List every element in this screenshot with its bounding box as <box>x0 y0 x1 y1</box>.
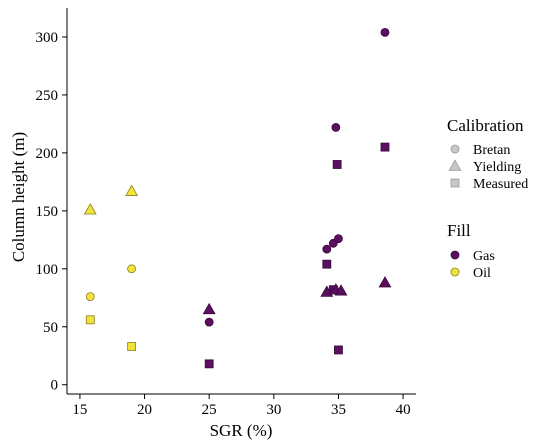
data-point-square <box>85 315 95 325</box>
x-tick-label: 30 <box>266 402 281 418</box>
data-point-triangle <box>320 285 334 297</box>
y-tick-label: 0 <box>51 378 59 394</box>
data-points <box>83 27 392 369</box>
legend-marker-circle <box>450 144 460 154</box>
legend-title-fill: Fill <box>447 221 471 240</box>
data-point-triangle <box>125 184 139 196</box>
data-point-square <box>204 359 214 369</box>
legend-marker-triangle <box>448 159 462 171</box>
legend-label-bretan: Bretan <box>473 143 510 158</box>
x-tick-label: 40 <box>396 402 411 418</box>
data-point-circle <box>334 234 343 244</box>
legend-label-gas: Gas <box>473 249 495 264</box>
y-tick-label: 200 <box>36 146 59 162</box>
legend-label-measured: Measured <box>473 177 528 192</box>
data-point-circle <box>204 317 214 327</box>
legend-title-calibration: Calibration <box>447 116 524 135</box>
x-tick-label: 15 <box>72 402 87 418</box>
legend: Calibration Bretan Yielding Measured FillGas… <box>447 116 528 281</box>
data-point-triangle <box>334 284 348 296</box>
data-point-circle <box>322 244 332 254</box>
y-tick-label: 150 <box>36 204 59 220</box>
data-point-square <box>380 142 390 152</box>
legend-label-yielding: Yielding <box>473 160 521 175</box>
data-point-triangle <box>378 276 392 288</box>
x-tick-label: 25 <box>202 402 217 418</box>
y-tick-label: 50 <box>43 320 58 336</box>
legend-marker-oil <box>450 267 460 277</box>
data-point-triangle <box>83 203 97 215</box>
legend-marker-square <box>450 178 460 188</box>
data-point-square <box>127 342 137 351</box>
legend-label-oil: Oil <box>473 266 491 281</box>
data-point-square <box>332 160 342 169</box>
data-point-circle <box>127 264 137 274</box>
y-tick-label: 100 <box>36 262 59 278</box>
data-point-triangle <box>202 302 216 315</box>
data-point-circle <box>380 27 390 37</box>
y-tick-label: 300 <box>36 30 59 46</box>
legend-marker-gas <box>450 250 460 260</box>
y-axis-label: Column height (m) <box>9 132 28 262</box>
data-point-square <box>334 345 343 355</box>
data-point-circle <box>331 122 341 132</box>
x-axis-label: SGR (%) <box>210 421 273 440</box>
data-point-square <box>322 259 332 269</box>
y-tick-label: 250 <box>36 88 59 104</box>
axes: 15 20 25 30 35 40 0 50 100 150 200 250 300 <box>36 8 416 418</box>
data-point-circle <box>85 292 95 302</box>
x-tick-label: 35 <box>331 402 346 418</box>
x-tick-label: 20 <box>137 402 152 418</box>
